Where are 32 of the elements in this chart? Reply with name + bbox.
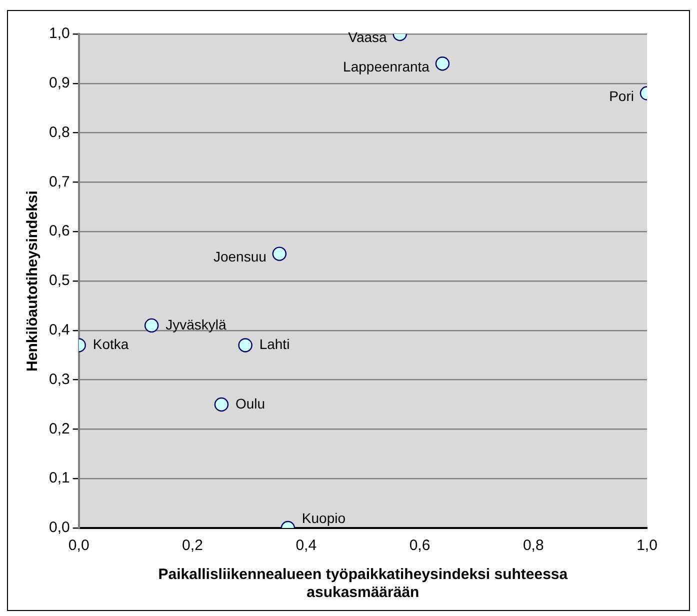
x-tick-label: 0,4 xyxy=(296,537,317,554)
x-tick-label: 1,0 xyxy=(636,537,658,554)
annotation: Pori xyxy=(609,88,634,104)
y-tick-label: 0,8 xyxy=(48,124,70,141)
y-tick-label: 0,6 xyxy=(48,222,70,240)
x-tick-label: 0,2 xyxy=(182,537,203,554)
y-tick-label: 0,5 xyxy=(48,272,70,290)
point xyxy=(144,318,159,333)
annotation: Lahti xyxy=(259,336,290,352)
y-tick-label: 0,3 xyxy=(48,370,70,388)
y-tick-label: 0,7 xyxy=(48,173,70,190)
y-tick-label: 1,0 xyxy=(48,25,70,42)
y-axis-title: Henkilöautotiheysindeksi xyxy=(24,190,42,372)
annotation: Lappeenranta xyxy=(343,58,430,74)
y-tick-label: 0,0 xyxy=(48,519,70,536)
annotation: Oulu xyxy=(235,395,266,412)
annotation: Vaasa xyxy=(348,28,388,45)
x-tick-label: 0,0 xyxy=(68,537,90,554)
point xyxy=(214,397,229,412)
annotation: Joensuu xyxy=(213,248,266,265)
point xyxy=(272,246,287,261)
annotation: Jyväskylä xyxy=(166,316,226,332)
point xyxy=(238,338,252,352)
x-tick-label: 0,8 xyxy=(522,537,544,554)
annotation: Kuopio xyxy=(302,510,346,526)
x-axis-title: Paikallisliikennealueen työpaikkatiheysindeksi suhteessa asukasmäärään xyxy=(158,566,568,602)
y-tick-label: 0,4 xyxy=(48,322,70,339)
x-tick-label: 0,6 xyxy=(409,537,430,554)
y-tick-label: 0,2 xyxy=(48,420,70,438)
annotation: Kotka xyxy=(92,336,129,352)
y-tick-label: 0,9 xyxy=(48,74,70,92)
y-tick-label: 0,1 xyxy=(48,470,70,487)
